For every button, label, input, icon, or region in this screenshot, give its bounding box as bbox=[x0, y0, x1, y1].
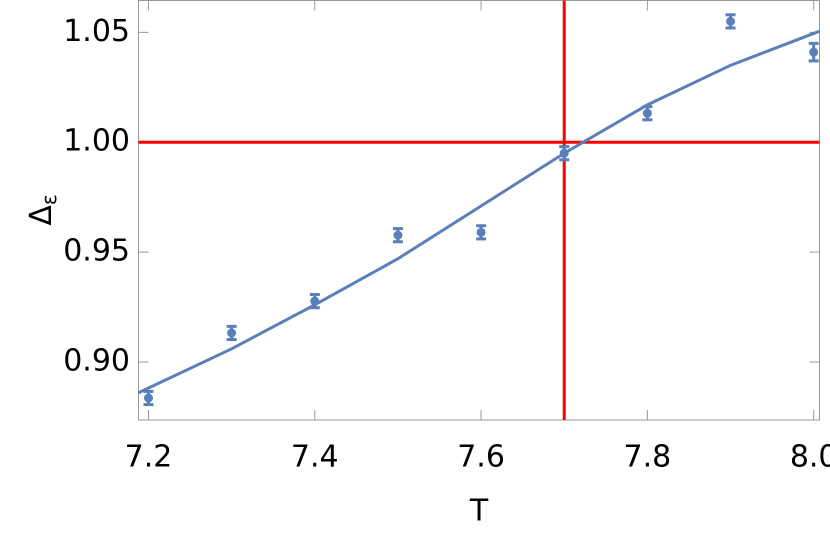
x-tick-label: 7.2 bbox=[125, 440, 173, 475]
y-axis-label: Δε bbox=[24, 194, 61, 225]
x-axis-label: T bbox=[469, 494, 489, 529]
x-tick-label: 7.6 bbox=[457, 440, 505, 475]
data-point bbox=[809, 47, 819, 57]
x-tick-label: 7.8 bbox=[624, 440, 672, 475]
y-tick-label: 1.05 bbox=[63, 14, 130, 49]
data-point bbox=[642, 108, 652, 118]
data-point bbox=[227, 328, 237, 338]
data-point bbox=[476, 227, 486, 237]
x-tick-label: 7.4 bbox=[291, 440, 339, 475]
y-tick-label: 1.00 bbox=[63, 124, 130, 159]
data-point bbox=[726, 16, 736, 26]
fit-curve bbox=[137, 29, 821, 395]
x-tick-label: 8.0 bbox=[790, 440, 830, 475]
plot-frame bbox=[138, 0, 820, 421]
data-point bbox=[393, 230, 403, 240]
y-label-subscript: ε bbox=[37, 194, 61, 205]
y-tick-label: 0.90 bbox=[63, 343, 130, 378]
data-point bbox=[143, 393, 153, 403]
y-label-base: Δ bbox=[24, 205, 59, 226]
y-tick-label: 0.95 bbox=[63, 234, 130, 269]
